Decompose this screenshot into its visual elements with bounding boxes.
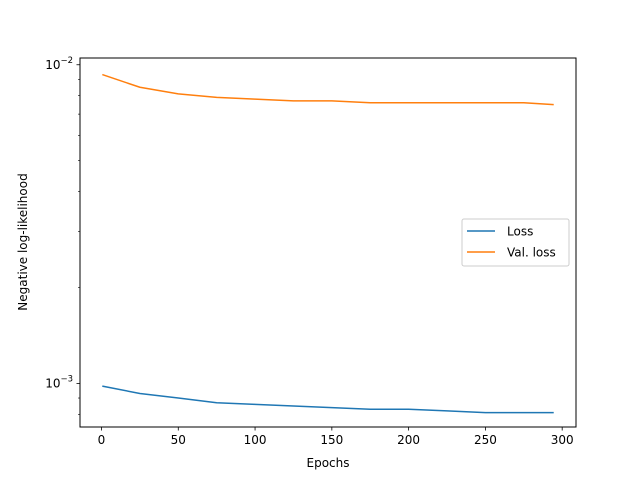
x-tick-label: 250 <box>474 433 497 447</box>
y-axis: 10−3 10−2 <box>45 56 80 415</box>
x-tick-label: 100 <box>244 433 267 447</box>
x-tick-label: 50 <box>171 433 186 447</box>
y-tick-label: 10−3 <box>45 374 73 390</box>
legend: Loss Val. loss <box>461 218 570 267</box>
series-line-0 <box>102 385 554 414</box>
series-line-1 <box>102 73 554 106</box>
x-tick-label: 300 <box>551 433 574 447</box>
x-axis: 0 50 100 150 200 250 300 <box>98 427 574 447</box>
x-tick-label: 200 <box>397 433 420 447</box>
y-axis-label: Negative log-likelihood <box>16 173 30 310</box>
legend-label: Loss <box>507 225 533 239</box>
legend-label: Val. loss <box>507 246 556 260</box>
x-tick-label: 150 <box>320 433 343 447</box>
y-tick-label: 10−2 <box>45 56 73 72</box>
axes-frame <box>79 57 577 428</box>
x-axis-label: Epochs <box>307 456 350 470</box>
x-tick-label: 0 <box>98 433 106 447</box>
plot-area <box>102 73 554 414</box>
